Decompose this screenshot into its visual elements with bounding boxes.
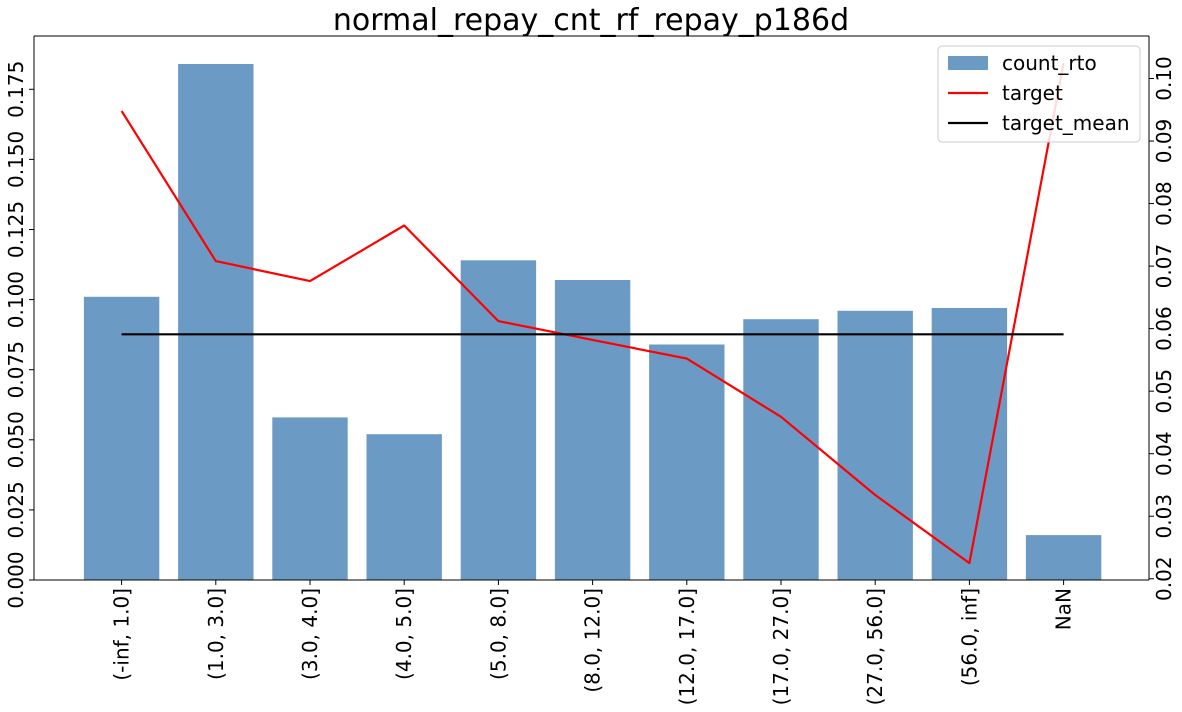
bar-2 bbox=[272, 417, 348, 580]
bar-6 bbox=[649, 344, 725, 580]
bar-3 bbox=[366, 434, 442, 580]
x-tick-label: (56.0, inf] bbox=[957, 588, 981, 686]
legend-label: target_mean bbox=[1002, 111, 1130, 135]
y-left-tick-label: 0.000 bbox=[4, 551, 28, 608]
x-tick-label: (3.0, 4.0] bbox=[298, 588, 322, 680]
bar-5 bbox=[554, 280, 631, 580]
x-tick-label: NaN bbox=[1052, 588, 1076, 630]
x-tick-label: (12.0, 17.0] bbox=[675, 588, 699, 705]
lines-layer bbox=[120, 62, 1065, 565]
y-left-tick-label: 0.100 bbox=[4, 271, 28, 328]
y-right-tick-label: 0.04 bbox=[1152, 431, 1176, 476]
y-right-tick-label: 0.10 bbox=[1152, 56, 1176, 101]
series-line-target bbox=[120, 62, 1065, 565]
x-tick-label: (4.0, 5.0] bbox=[392, 588, 416, 680]
bar-0 bbox=[83, 296, 160, 580]
y-right-tick-label: 0.08 bbox=[1152, 181, 1176, 226]
bar-9 bbox=[931, 308, 1008, 580]
bar-10 bbox=[1025, 535, 1102, 580]
bar-1 bbox=[178, 64, 254, 580]
y-left-tick-label: 0.050 bbox=[4, 411, 28, 468]
chart-title: normal_repay_cnt_rf_repay_p186d bbox=[333, 3, 849, 38]
y-left-tick-label: 0.150 bbox=[4, 131, 28, 188]
y-right-tick-label: 0.05 bbox=[1152, 369, 1176, 414]
x-tick-label: (1.0, 3.0] bbox=[204, 588, 228, 680]
y-left-tick-label: 0.125 bbox=[4, 201, 28, 258]
x-tick-label: (5.0, 8.0] bbox=[486, 588, 510, 680]
x-tick-label: (8.0, 12.0] bbox=[581, 588, 605, 693]
y-right-tick-label: 0.09 bbox=[1152, 119, 1176, 164]
x-tick-label: (-inf, 1.0] bbox=[110, 588, 134, 681]
bars-layer bbox=[83, 64, 1102, 580]
y-right-tick-label: 0.07 bbox=[1152, 244, 1176, 289]
y-left-tick-label: 0.175 bbox=[4, 61, 28, 118]
legend-swatch-count_rto bbox=[948, 56, 988, 70]
y-right-tick-label: 0.02 bbox=[1152, 556, 1176, 601]
axes-layer: 0.000 0.025 0.050 0.075 0.100 0.125 0.150 0.175… bbox=[4, 35, 1176, 705]
x-tick-label: (27.0, 56.0] bbox=[863, 588, 887, 705]
bar-4 bbox=[460, 260, 537, 580]
legend-box bbox=[937, 45, 1141, 143]
y-left-tick-label: 0.075 bbox=[4, 341, 28, 398]
legend-label: target bbox=[1002, 81, 1063, 105]
x-tick-label: (17.0, 27.0] bbox=[769, 588, 793, 705]
bar-7 bbox=[743, 319, 819, 580]
legend-label: count_rto bbox=[1002, 51, 1097, 75]
bar-8 bbox=[837, 310, 913, 580]
y-right-tick-label: 0.06 bbox=[1152, 306, 1176, 351]
y-left-tick-label: 0.025 bbox=[4, 481, 28, 538]
y-right-tick-label: 0.03 bbox=[1152, 494, 1176, 539]
